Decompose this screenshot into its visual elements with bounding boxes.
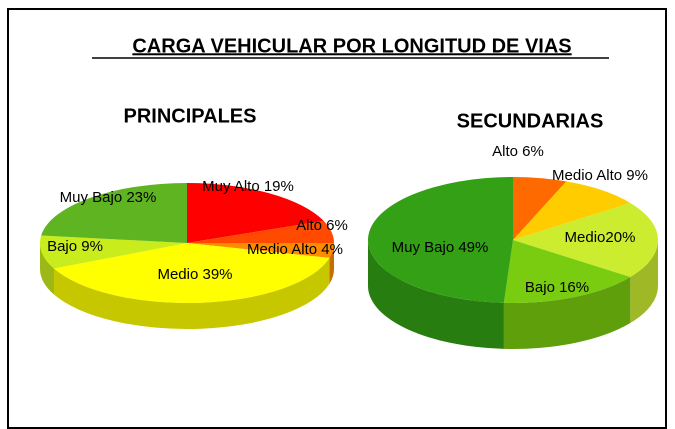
pie-slice — [513, 181, 631, 240]
pie-side — [630, 240, 658, 324]
pie-title: SECUNDARIAS — [457, 110, 604, 132]
data-label: Medio 39% — [157, 266, 232, 283]
pie-slice — [187, 183, 324, 243]
main-title: CARGA VEHICULAR POR LONGITUD DE VIAS — [132, 35, 571, 57]
data-label: Medio Alto 4% — [247, 241, 343, 258]
data-label: Bajo 16% — [525, 279, 589, 296]
pie-slice — [513, 202, 658, 278]
pie-slice — [187, 220, 334, 243]
data-label: Muy Bajo 23% — [60, 189, 157, 206]
pie-side — [368, 240, 504, 349]
data-label: Muy Bajo 49% — [392, 239, 489, 256]
pie-slice — [53, 243, 330, 304]
pie-side — [329, 243, 334, 284]
pie-slice — [40, 235, 187, 269]
pie-slice — [503, 240, 631, 303]
pie-title: PRINCIPALES — [124, 105, 257, 127]
pie-slice — [41, 183, 188, 243]
data-label: Medio20% — [565, 229, 636, 246]
data-label: Bajo 9% — [47, 238, 103, 255]
pie-side — [503, 277, 631, 349]
pie-slice — [187, 243, 334, 258]
pie-side — [53, 257, 330, 329]
pie-slice — [368, 177, 513, 303]
data-label: Muy Alto 19% — [202, 178, 294, 195]
data-label: Alto 6% — [296, 217, 348, 234]
pie-side — [40, 243, 54, 295]
pie-slice — [513, 177, 567, 240]
data-label: Medio Alto 9% — [552, 167, 648, 184]
data-label: Alto 6% — [492, 143, 544, 160]
